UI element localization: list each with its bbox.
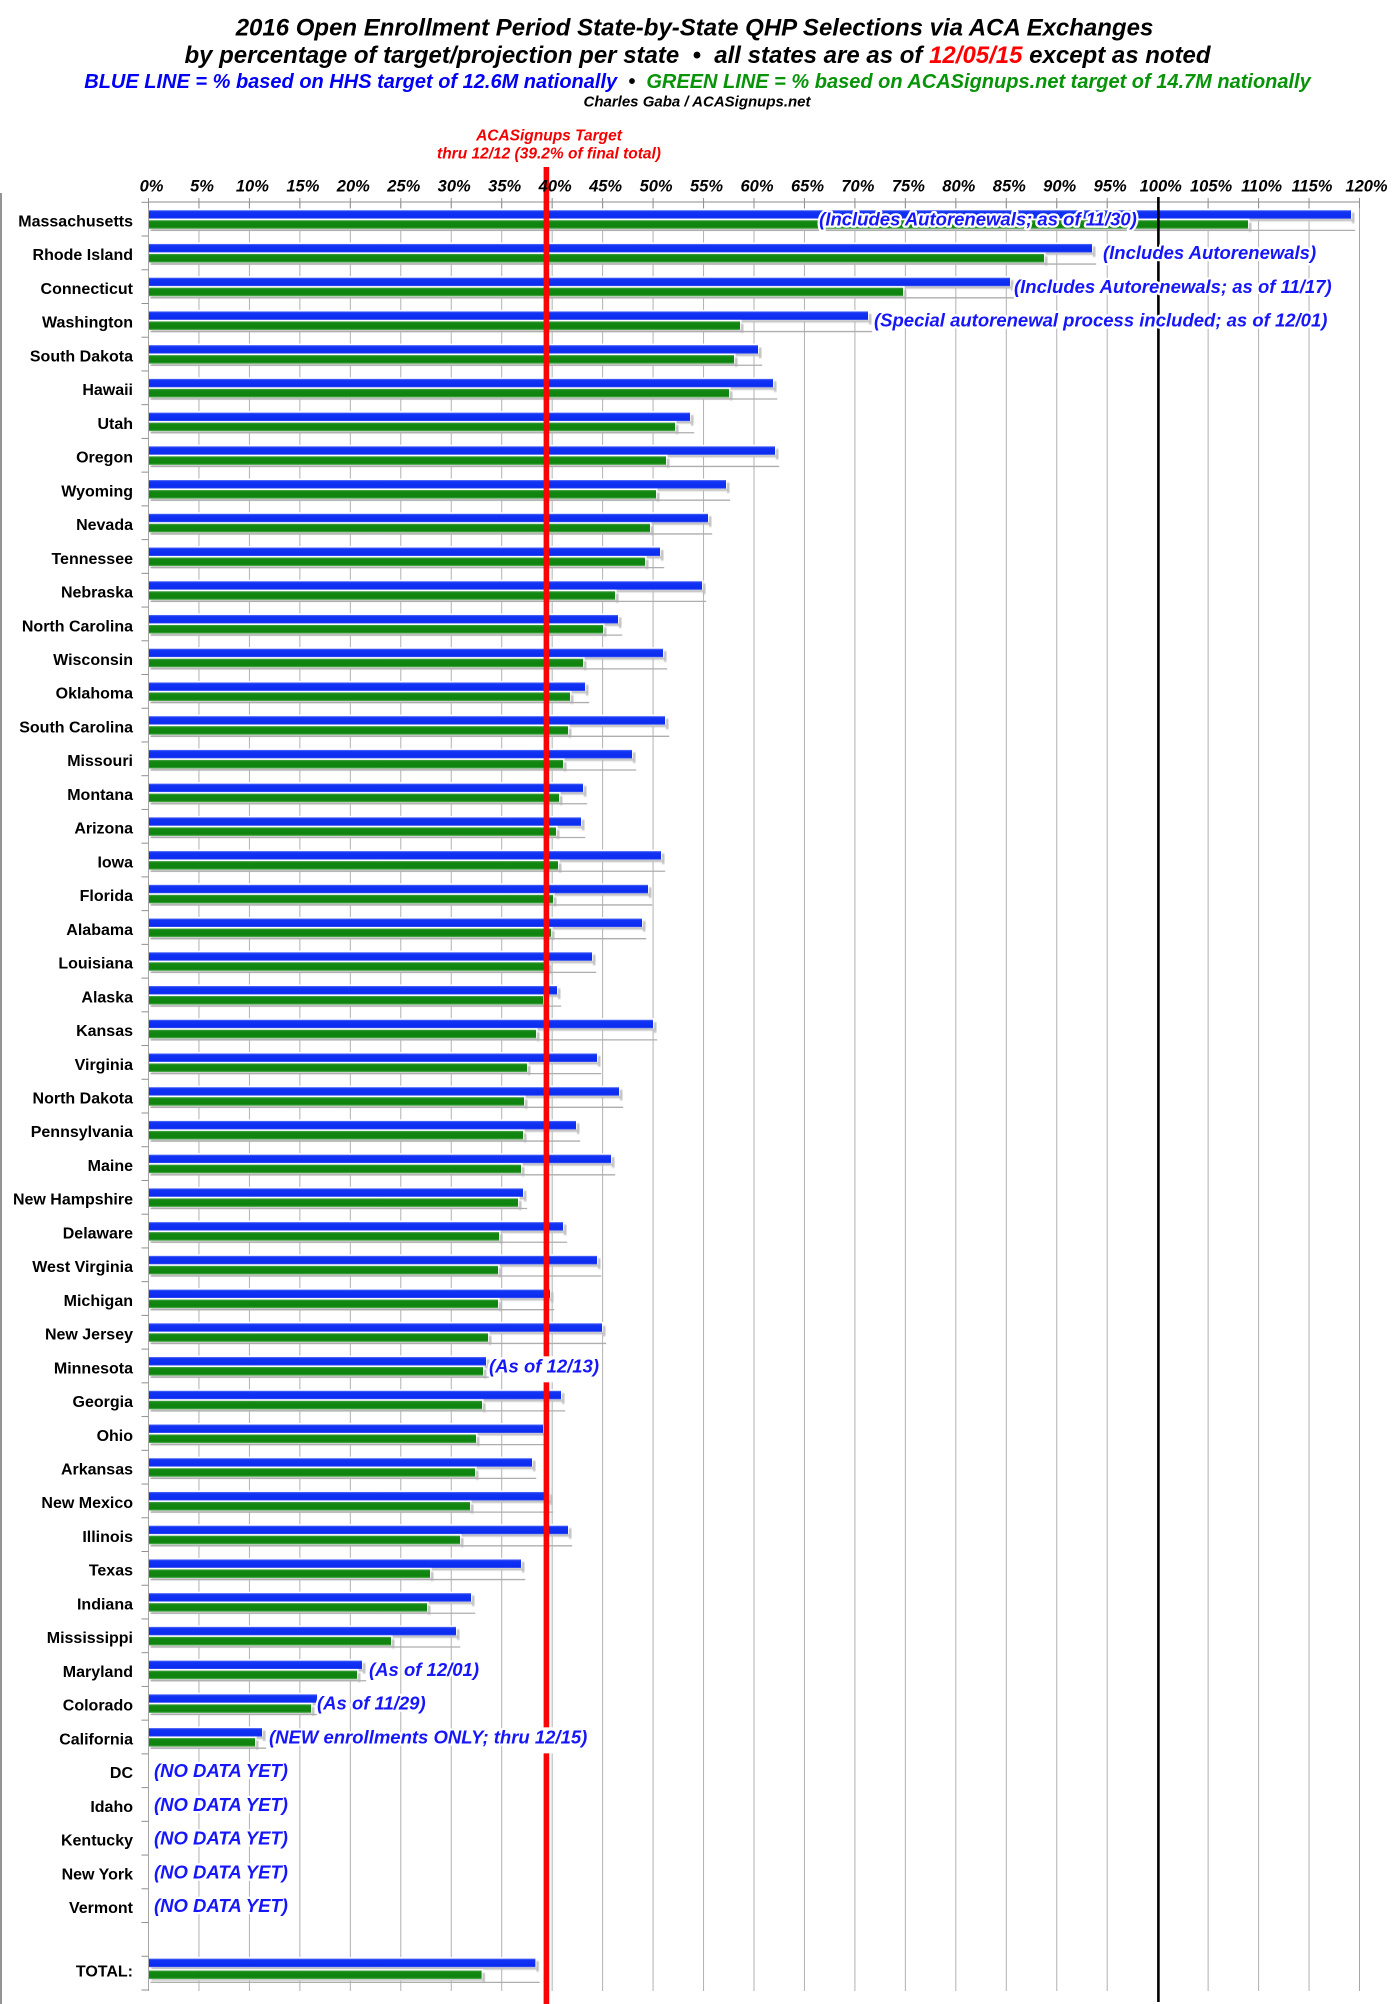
svg-text:(NEW enrollments ONLY; thru 12: (NEW enrollments ONLY; thru 12/15) bbox=[269, 1726, 587, 1747]
svg-text:Mississippi: Mississippi bbox=[47, 1630, 133, 1647]
svg-text:Virginia: Virginia bbox=[75, 1057, 133, 1074]
svg-text:New Mexico: New Mexico bbox=[41, 1495, 133, 1512]
svg-text:West Virginia: West Virginia bbox=[32, 1259, 133, 1276]
svg-text:North Dakota: North Dakota bbox=[33, 1090, 134, 1107]
svg-text:California: California bbox=[59, 1731, 133, 1748]
svg-text:BLUE LINE = % based on HHS tar: BLUE LINE = % based on HHS target of 12.… bbox=[84, 71, 1311, 93]
svg-text:Maine: Maine bbox=[88, 1158, 133, 1175]
svg-text:Colorado: Colorado bbox=[63, 1698, 133, 1715]
svg-text:(Includes Autorenewals): (Includes Autorenewals) bbox=[1103, 242, 1316, 263]
svg-text:115%: 115% bbox=[1292, 178, 1333, 196]
svg-text:Arizona: Arizona bbox=[74, 821, 133, 838]
svg-text:60%: 60% bbox=[740, 178, 773, 196]
svg-text:Montana: Montana bbox=[67, 787, 133, 804]
svg-text:Kansas: Kansas bbox=[76, 1023, 133, 1040]
svg-text:Michigan: Michigan bbox=[64, 1293, 133, 1310]
svg-text:95%: 95% bbox=[1094, 178, 1127, 196]
svg-text:Ohio: Ohio bbox=[97, 1428, 134, 1445]
svg-text:Georgia: Georgia bbox=[73, 1394, 134, 1411]
svg-text:Alabama: Alabama bbox=[66, 922, 133, 939]
svg-text:Rhode Island: Rhode Island bbox=[33, 247, 133, 264]
svg-text:85%: 85% bbox=[993, 178, 1026, 196]
svg-text:75%: 75% bbox=[892, 178, 925, 196]
svg-text:Washington: Washington bbox=[42, 315, 133, 332]
svg-text:Indiana: Indiana bbox=[77, 1596, 133, 1613]
svg-text:New York: New York bbox=[62, 1866, 134, 1883]
svg-text:Kentucky: Kentucky bbox=[61, 1833, 133, 1850]
svg-text:New Hampshire: New Hampshire bbox=[13, 1192, 133, 1209]
svg-text:by percentage of target/projec: by percentage of target/projection per s… bbox=[184, 42, 1211, 69]
svg-text:Louisiana: Louisiana bbox=[58, 956, 133, 973]
svg-text:Wyoming: Wyoming bbox=[61, 483, 133, 500]
svg-text:30%: 30% bbox=[438, 178, 471, 196]
svg-text:(NO DATA YET): (NO DATA YET) bbox=[154, 1794, 288, 1815]
svg-text:South Dakota: South Dakota bbox=[30, 348, 133, 365]
svg-text:105%: 105% bbox=[1190, 178, 1233, 196]
svg-text:0%: 0% bbox=[140, 178, 164, 196]
svg-text:100%: 100% bbox=[1140, 178, 1183, 196]
svg-text:Tennessee: Tennessee bbox=[51, 551, 133, 568]
svg-text:Oregon: Oregon bbox=[76, 450, 133, 467]
svg-text:65%: 65% bbox=[791, 178, 824, 196]
svg-text:Florida: Florida bbox=[80, 888, 133, 905]
svg-text:(As of 12/01): (As of 12/01) bbox=[369, 1659, 479, 1680]
svg-text:Arkansas: Arkansas bbox=[61, 1462, 133, 1479]
svg-text:Wisconsin: Wisconsin bbox=[53, 652, 133, 669]
svg-text:(Includes Autorenewals; as of: (Includes Autorenewals; as of 11/17) bbox=[1014, 276, 1332, 297]
svg-text:Missouri: Missouri bbox=[67, 753, 133, 770]
svg-text:Alaska: Alaska bbox=[81, 989, 133, 1006]
svg-text:North Carolina: North Carolina bbox=[22, 618, 133, 635]
svg-text:(Special autorenewal process i: (Special autorenewal process included; a… bbox=[874, 310, 1327, 331]
svg-text:Charles Gaba / ACASignups.net: Charles Gaba / ACASignups.net bbox=[584, 94, 812, 111]
svg-text:Massachusetts: Massachusetts bbox=[18, 214, 133, 231]
svg-text:Idaho: Idaho bbox=[90, 1799, 133, 1816]
svg-text:(Includes Autorenewals; as of: (Includes Autorenewals; as of 11/30) bbox=[819, 209, 1137, 230]
svg-text:South Carolina: South Carolina bbox=[19, 719, 133, 736]
svg-text:35%: 35% bbox=[488, 178, 521, 196]
svg-text:55%: 55% bbox=[690, 178, 723, 196]
svg-text:(As of 11/29): (As of 11/29) bbox=[317, 1693, 426, 1714]
svg-text:Vermont: Vermont bbox=[69, 1900, 134, 1917]
svg-text:5%: 5% bbox=[190, 178, 214, 196]
svg-text:80%: 80% bbox=[942, 178, 975, 196]
svg-text:120%: 120% bbox=[1345, 178, 1388, 196]
svg-text:(NO DATA YET): (NO DATA YET) bbox=[154, 1828, 288, 1849]
svg-text:Maryland: Maryland bbox=[63, 1664, 133, 1681]
svg-text:ACASignups Target: ACASignups Target bbox=[475, 128, 623, 145]
svg-text:70%: 70% bbox=[841, 178, 874, 196]
svg-text:45%: 45% bbox=[588, 178, 622, 196]
svg-text:2016 Open Enrollment Period St: 2016 Open Enrollment Period State-by-Sta… bbox=[235, 15, 1154, 42]
svg-text:15%: 15% bbox=[286, 178, 319, 196]
svg-text:TOTAL:: TOTAL: bbox=[76, 1964, 133, 1981]
svg-text:110%: 110% bbox=[1241, 178, 1282, 196]
svg-text:thru 12/12 (39.2% of final tot: thru 12/12 (39.2% of final total) bbox=[437, 146, 661, 163]
svg-text:Oklahoma: Oklahoma bbox=[56, 686, 133, 703]
svg-text:Connecticut: Connecticut bbox=[41, 281, 134, 298]
svg-text:20%: 20% bbox=[336, 178, 370, 196]
svg-text:Hawaii: Hawaii bbox=[82, 382, 133, 399]
svg-text:(NO DATA YET): (NO DATA YET) bbox=[154, 1760, 288, 1781]
svg-text:New Jersey: New Jersey bbox=[45, 1327, 133, 1344]
svg-text:Texas: Texas bbox=[89, 1563, 133, 1580]
svg-text:(NO DATA YET): (NO DATA YET) bbox=[154, 1861, 288, 1882]
svg-text:10%: 10% bbox=[236, 178, 269, 196]
svg-text:(As of 12/13): (As of 12/13) bbox=[489, 1355, 599, 1376]
svg-text:Illinois: Illinois bbox=[82, 1529, 133, 1546]
svg-text:90%: 90% bbox=[1043, 178, 1076, 196]
svg-text:Delaware: Delaware bbox=[63, 1225, 133, 1242]
svg-text:Utah: Utah bbox=[97, 416, 133, 433]
svg-text:DC: DC bbox=[110, 1765, 134, 1782]
svg-text:Nebraska: Nebraska bbox=[61, 585, 133, 602]
svg-text:(NO DATA YET): (NO DATA YET) bbox=[154, 1895, 288, 1916]
svg-text:40%: 40% bbox=[538, 178, 572, 196]
svg-text:Nevada: Nevada bbox=[76, 517, 133, 534]
svg-text:Minnesota: Minnesota bbox=[54, 1360, 133, 1377]
svg-text:50%: 50% bbox=[640, 178, 673, 196]
svg-text:Iowa: Iowa bbox=[97, 854, 133, 871]
svg-text:Pennsylvania: Pennsylvania bbox=[31, 1124, 133, 1141]
svg-text:25%: 25% bbox=[386, 178, 420, 196]
